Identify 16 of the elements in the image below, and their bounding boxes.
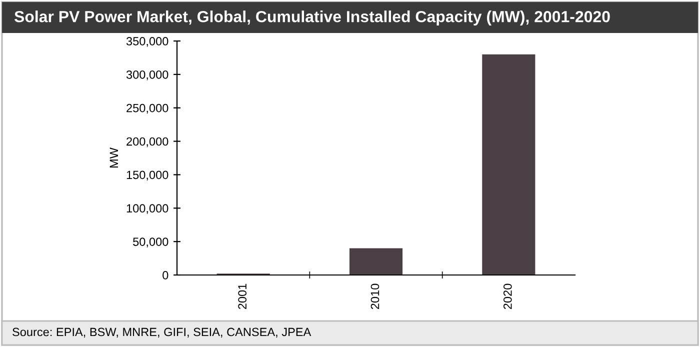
x-tick-label: 2001 bbox=[238, 284, 246, 309]
x-tick-label: 2010 bbox=[370, 284, 380, 309]
chart-title: Solar PV Power Market, Global, Cumulative Installed Capacity (MW), 2001-2020 bbox=[14, 10, 610, 26]
bar bbox=[482, 54, 536, 275]
y-tick-label: 200,000 bbox=[126, 137, 168, 148]
y-tick-label: 250,000 bbox=[126, 104, 168, 114]
y-tick-label: 0 bbox=[162, 271, 168, 280]
y-tick-label: 50,000 bbox=[133, 238, 168, 248]
x-tick-label: 2020 bbox=[503, 284, 512, 309]
y-axis-title: MW bbox=[110, 148, 118, 168]
y-tick-label: 300,000 bbox=[126, 70, 168, 80]
y-tick-label: 150,000 bbox=[126, 170, 168, 181]
y-tick-label: 350,000 bbox=[126, 37, 168, 47]
source-note: Source: EPIA, BSW, MNRE, GIFI, SEIA, CANSEA, JPEA bbox=[12, 328, 312, 338]
y-tick-label: 100,000 bbox=[126, 204, 168, 214]
bar bbox=[349, 248, 403, 275]
